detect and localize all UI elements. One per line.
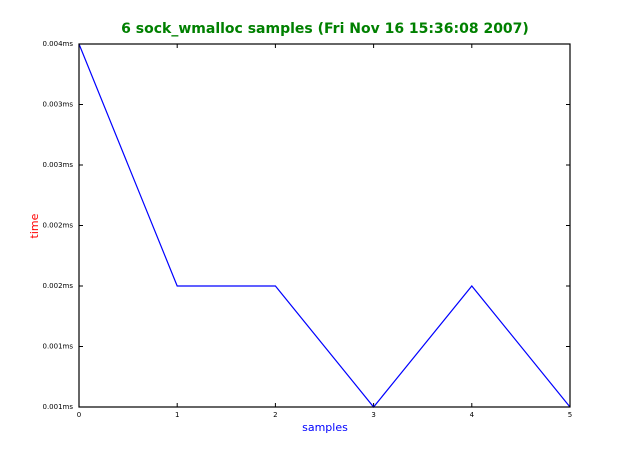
- x-tick-label: 0: [77, 411, 81, 419]
- x-axis-label: samples: [302, 421, 348, 434]
- x-tick-label: 2: [273, 411, 277, 419]
- x-tick-label: 4: [470, 411, 475, 419]
- plot-frame: [78, 43, 571, 408]
- data-line: [78, 43, 571, 408]
- x-tick-label: 5: [568, 411, 572, 419]
- x-tick-label: 1: [175, 411, 179, 419]
- y-tick-label: 0.003ms: [42, 161, 73, 169]
- x-tick-label: 3: [371, 411, 375, 419]
- y-tick-label: 0.004ms: [42, 40, 73, 48]
- y-tick-label: 0.001ms: [42, 343, 73, 351]
- y-tick-label: 0.002ms: [42, 222, 73, 230]
- y-tick-label: 0.002ms: [42, 282, 73, 290]
- chart-title: 6 sock_wmalloc samples (Fri Nov 16 15:36…: [121, 21, 529, 37]
- y-axis-label: time: [28, 213, 41, 238]
- y-tick-label: 0.003ms: [42, 101, 73, 109]
- y-tick-label: 0.001ms: [42, 403, 73, 411]
